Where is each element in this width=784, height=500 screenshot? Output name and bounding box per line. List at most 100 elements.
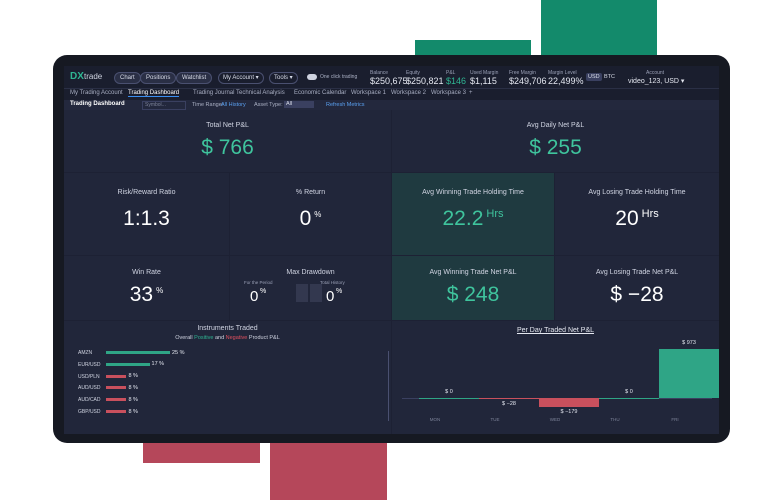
stat-value: $250,675 [370,76,408,86]
subtitle-part: and [213,335,226,341]
instrument-bar [106,351,170,354]
mini-chart [310,284,322,302]
x-tick-label: TUE [490,417,500,422]
instrument-label: AUD/CAD [78,397,101,404]
tab[interactable]: Workspace 2 [391,90,426,96]
card-value: 0 [299,207,312,231]
card-value-row: 1:1.3 [64,207,229,231]
tab[interactable]: Workspace 1 [351,90,386,96]
currency[interactable]: BTC [604,74,615,80]
stat-label: Margin Level [548,70,577,76]
x-tick-label: FRI [671,417,679,422]
stat-value: $146 [446,76,467,86]
card-value: 33 [129,282,154,306]
label: Time Range: [192,102,224,108]
tab-bar [64,88,719,100]
subtitle-part: Overall [175,335,195,341]
card-unit: % [156,285,164,295]
currency[interactable]: USD [586,73,602,81]
instrument-label: AMZN [78,350,93,356]
instrument-label: AUD/USD [78,385,101,392]
card-title: Avg Losing Trade Holding Time [588,189,686,197]
instrument-label: EUR/USD [78,361,101,368]
subtitle-part: Positive [194,335,214,341]
tab[interactable]: Trading Dashboard [128,90,180,97]
card-value-row: $ −28 [555,283,719,307]
refresh-button[interactable]: Refresh Metrics [326,102,365,108]
card-unit: Hrs [486,208,504,221]
nav-button[interactable]: Watchlist [176,72,213,84]
tab[interactable]: Economic Calendar [294,90,347,96]
bar [539,398,599,407]
card-title: Avg Winning Trade Holding Time [422,189,524,197]
mini-chart [296,284,308,302]
card-value: $ −28 [610,282,664,306]
card: Win Rate 33% [64,256,229,320]
bar-value-label: $ 0 [445,389,453,395]
card-value-row: $ 248 [392,283,554,307]
instrument-value: 25 % [172,349,185,356]
dropdown[interactable]: All [284,101,314,108]
instrument-bar [106,374,127,378]
tab[interactable]: Technical Analysis [236,90,285,96]
toggle-label: One click trading [320,74,358,80]
stat-label: Balance [370,70,389,76]
account-value[interactable]: video_123, USD ▾ [628,78,685,85]
instruments-panel: Instruments Traded Overall Positive and N… [64,321,391,434]
card: Avg Losing Trade Holding Time 20 Hrs [555,173,719,255]
nav-button[interactable]: Positions [140,72,177,84]
card: Avg Losing Trade Net P&L $ −28 [555,256,719,320]
panel-subtitle: Overall Positive and Negative Product P&… [64,335,391,341]
stat-label: Free Margin [509,70,536,76]
stat-value: $1,115 [470,76,497,86]
symbol-input[interactable]: Symbol... [142,101,186,110]
instrument-value: 8 % [128,408,138,415]
tab[interactable]: My Trading Account [70,90,123,96]
card-value-row: $ 766 [64,136,391,160]
instrument-bar [106,410,127,413]
card-value-row: $ 255 [392,136,719,160]
card-title: Avg Daily Net P&L [526,122,585,130]
nav-button[interactable]: Chart [114,72,141,84]
label: Asset Type: [254,102,283,108]
card-title: Avg Losing Trade Net P&L [595,268,679,276]
sub-unit: % [260,288,267,295]
screen: DX trade Chart Positions Watchlist My Account… [64,66,719,434]
card-title: Max Drawdown [286,268,335,276]
menu[interactable]: Tools ▾ [269,72,298,84]
card-value-row: 20 Hrs [555,207,719,231]
instrument-value: 17 % [151,361,165,368]
card-title: Win Rate [132,268,161,276]
bar-value-label: $ 973 [682,340,696,346]
tab[interactable]: Workspace 3 [431,90,466,96]
card-value: 1:1.3 [123,207,170,231]
tab[interactable]: + [469,90,473,96]
card: Avg Winning Trade Holding Time 22.2 Hrs [392,173,554,255]
card-value: 22.2 [442,207,484,231]
instrument-value: 8 % [128,373,138,380]
card: % Return 0% [230,173,391,255]
card-value-row: 22.2 Hrs [392,207,554,231]
card-value: $ 255 [529,136,582,160]
stat-label: Equity [406,70,420,76]
sub-unit: % [336,288,343,295]
card: Avg Winning Trade Net P&L $ 248 [392,256,554,320]
daily-panel: Per Day Traded Net P&L $ 0 MON $ −28 TUE $ −1… [392,321,719,434]
stat-label: Used Margin [470,70,499,76]
tab[interactable]: Trading Journal [193,90,235,96]
card-value-row: 0% [230,207,391,231]
bar-value-label: $ −179 [560,409,578,415]
bar-value-label: $ −28 [502,401,516,408]
card: Max Drawdown For the Period 0% Total Histor… [230,256,391,320]
bar [659,349,719,398]
x-tick-label: WED [549,417,561,422]
toggle[interactable] [307,74,317,80]
scrollbar [388,351,389,421]
menu[interactable]: My Account ▾ [218,72,264,84]
sub-value: 0 [326,288,335,305]
dropdown[interactable]: All History [221,102,246,108]
top-bar [64,66,719,88]
sub-value: 0 [250,288,259,305]
toolbar [64,100,719,110]
card: Risk/Reward Ratio 1:1.3 [64,173,229,255]
